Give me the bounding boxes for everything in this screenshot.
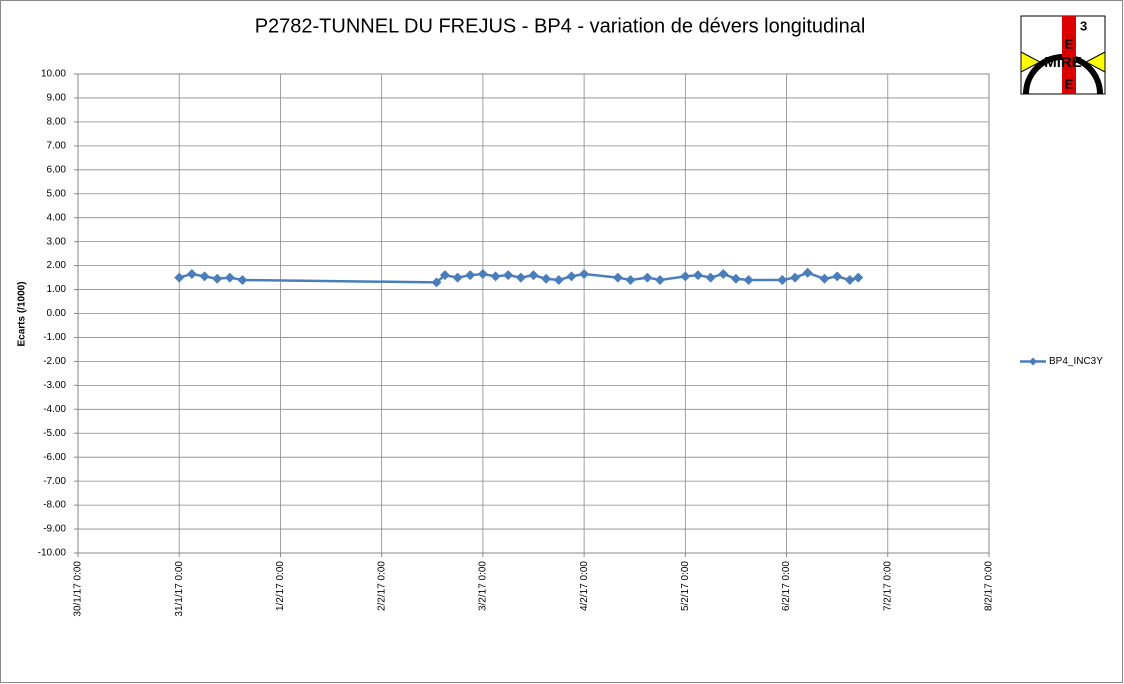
y-tick-label: -3.00: [43, 380, 66, 391]
marker: [528, 270, 539, 281]
y-tick-label: -2.00: [43, 356, 66, 367]
y-tick-label: 6.00: [47, 164, 67, 175]
marker: [212, 273, 223, 284]
marker: [819, 273, 830, 284]
marker: [237, 274, 248, 285]
y-tick-label: -1.00: [43, 332, 66, 343]
marker: [777, 274, 788, 285]
marker: [680, 271, 691, 282]
marker: [655, 274, 666, 285]
marker: [789, 272, 800, 283]
x-tick-label: 5/2/17 0:00: [680, 561, 691, 611]
y-tick-label: -6.00: [43, 452, 66, 463]
marker: [612, 272, 623, 283]
y-tick-label: -5.00: [43, 428, 66, 439]
y-tick-label: 3.00: [47, 236, 67, 247]
marker: [515, 272, 526, 283]
marker: [477, 268, 488, 279]
logo-arrow: [1020, 51, 1042, 73]
y-tick-label: 4.00: [47, 212, 67, 223]
marker: [832, 271, 843, 282]
marker: [465, 270, 476, 281]
marker: [642, 272, 653, 283]
y-tick-label: 0.00: [47, 308, 67, 319]
logo-bar: [1062, 16, 1076, 94]
x-tick-label: 3/2/17 0:00: [478, 561, 489, 611]
marker: [452, 272, 463, 283]
logo-text: 3: [1080, 18, 1087, 33]
legend-marker: [1029, 357, 1037, 366]
marker: [553, 274, 564, 285]
logo-arrow: [1084, 51, 1106, 73]
marker: [730, 273, 741, 284]
marker: [174, 272, 185, 283]
marker: [566, 271, 577, 282]
y-tick-label: 7.00: [47, 140, 67, 151]
y-tick-label: 9.00: [47, 93, 67, 104]
marker: [625, 274, 636, 285]
marker: [692, 270, 703, 281]
marker: [186, 268, 197, 279]
x-tick-label: 4/2/17 0:00: [579, 561, 590, 611]
marker: [718, 268, 729, 279]
x-tick-label: 7/2/17 0:00: [882, 561, 893, 611]
y-tick-label: -4.00: [43, 404, 66, 415]
y-tick-label: -10.00: [38, 548, 67, 559]
marker: [431, 277, 442, 288]
marker: [743, 274, 754, 285]
y-tick-label: -8.00: [43, 500, 66, 511]
y-tick-label: 1.00: [47, 284, 67, 295]
x-tick-label: 6/2/17 0:00: [781, 561, 792, 611]
y-tick-label: 8.00: [47, 117, 67, 128]
y-tick-label: -7.00: [43, 476, 66, 487]
marker: [503, 270, 514, 281]
marker: [439, 270, 450, 281]
y-tick-label: -9.00: [43, 524, 66, 535]
marker: [705, 272, 716, 283]
y-axis-label: Ecarts (/1000): [17, 281, 28, 346]
marker: [541, 273, 552, 284]
y-tick-label: 2.00: [47, 260, 67, 271]
legend-label: BP4_INC3Y: [1049, 356, 1103, 367]
marker: [802, 267, 813, 278]
x-tick-label: 31/1/17 0:00: [174, 561, 185, 617]
marker: [224, 272, 235, 283]
marker: [490, 271, 501, 282]
marker: [844, 274, 855, 285]
logo-text: E: [1065, 36, 1074, 51]
x-tick-label: 2/2/17 0:00: [376, 561, 387, 611]
logo: 3 E MIRE E: [1020, 15, 1106, 95]
marker: [579, 268, 590, 279]
y-tick-label: 10.00: [41, 69, 66, 80]
logo-text: MIRE: [1044, 54, 1082, 71]
marker: [853, 272, 864, 283]
y-tick-label: 5.00: [47, 188, 67, 199]
chart-title: P2782-TUNNEL DU FREJUS - BP4 - variation…: [255, 15, 866, 37]
x-tick-label: 1/2/17 0:00: [275, 561, 286, 611]
x-tick-label: 8/2/17 0:00: [984, 561, 995, 611]
marker: [199, 271, 210, 282]
x-tick-label: 30/1/17 0:00: [73, 561, 84, 617]
logo-text: E: [1065, 76, 1074, 91]
